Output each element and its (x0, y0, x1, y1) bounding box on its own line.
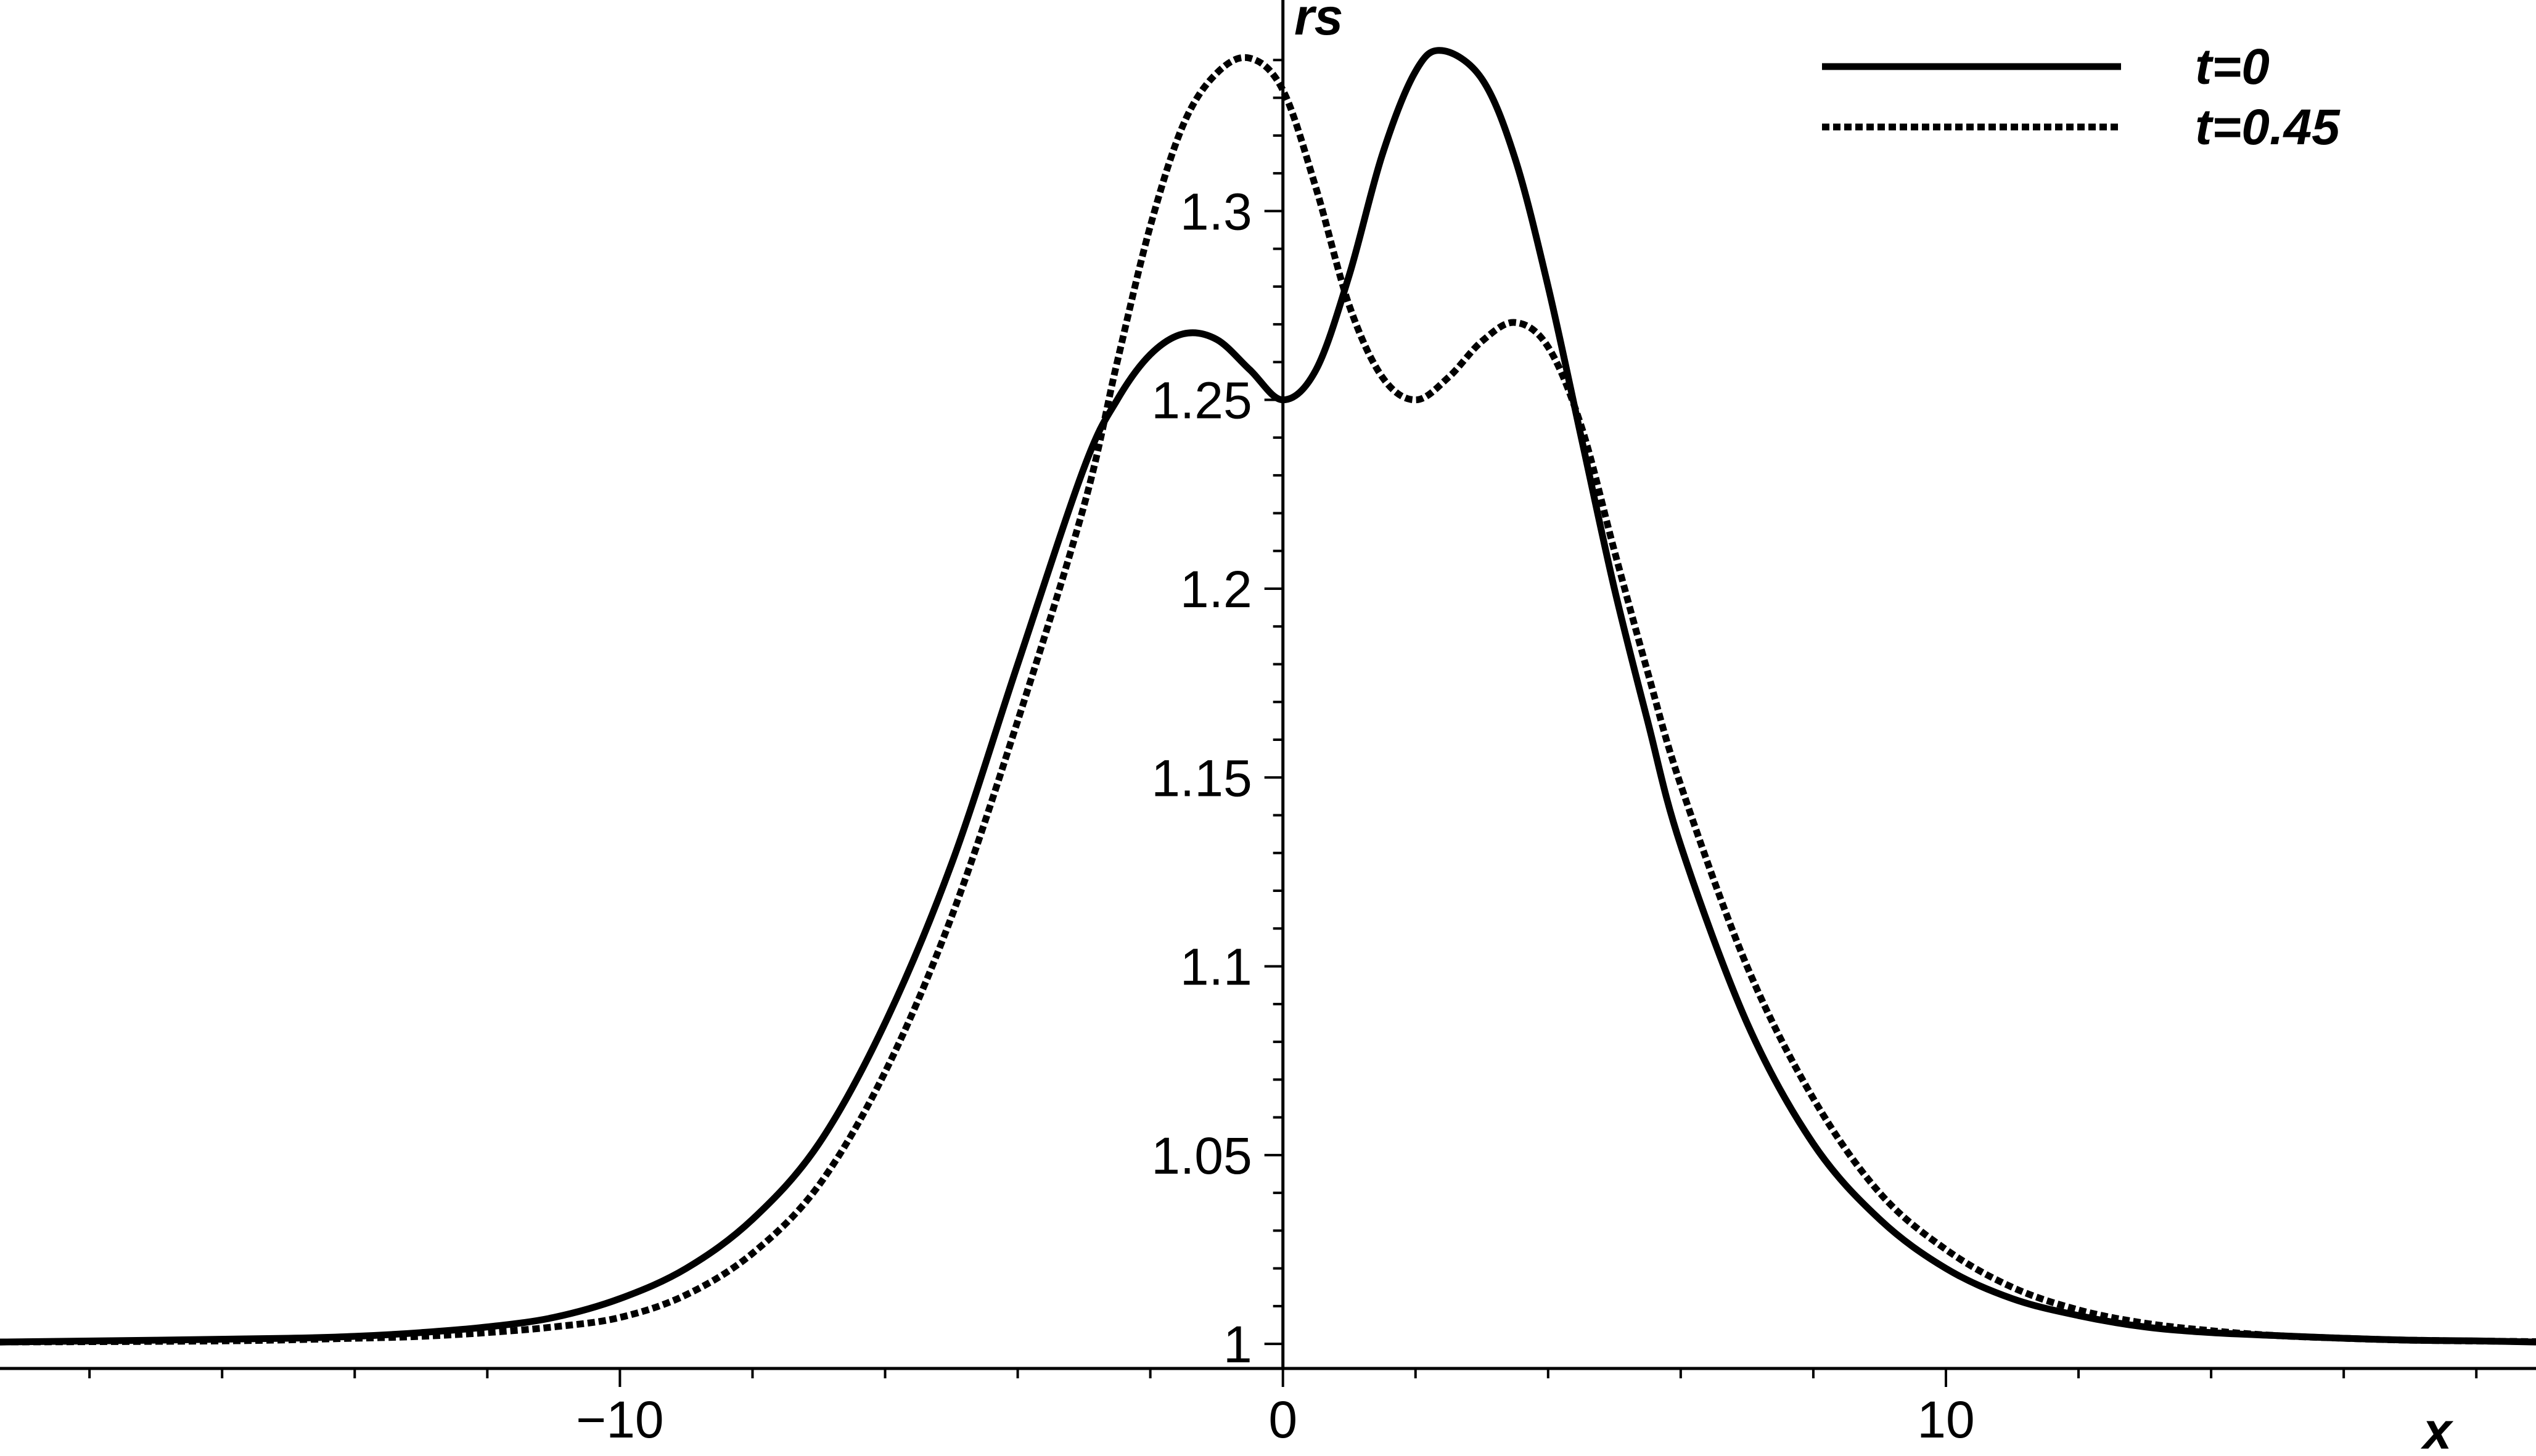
series-line-t045 (0, 54, 2536, 1346)
y-tick-label: 1.3 (1180, 182, 1252, 240)
x-tick-label: 0 (1268, 1391, 1297, 1449)
y-tick-label: 1.1 (1180, 938, 1252, 996)
y-tick-label: 1.2 (1180, 560, 1252, 618)
legend-label: t=0.45 (2195, 99, 2341, 155)
y-tick-label: 1.15 (1151, 749, 1252, 807)
series-layer (0, 47, 2536, 1346)
x-tick-label: −10 (576, 1391, 664, 1449)
series-line-t0 (0, 47, 2536, 1346)
y-axis-label: rs (1294, 0, 1343, 46)
legend: t=0t=0.45 (1822, 39, 2341, 155)
x-tick-label: 10 (1917, 1391, 1974, 1449)
legend-label: t=0 (2195, 39, 2270, 95)
y-tick-label: 1.05 (1151, 1127, 1252, 1185)
y-tick-label: 1 (1223, 1315, 1252, 1373)
x-axis-label: x (2421, 1402, 2454, 1453)
y-tick-label: 1.25 (1151, 372, 1252, 430)
